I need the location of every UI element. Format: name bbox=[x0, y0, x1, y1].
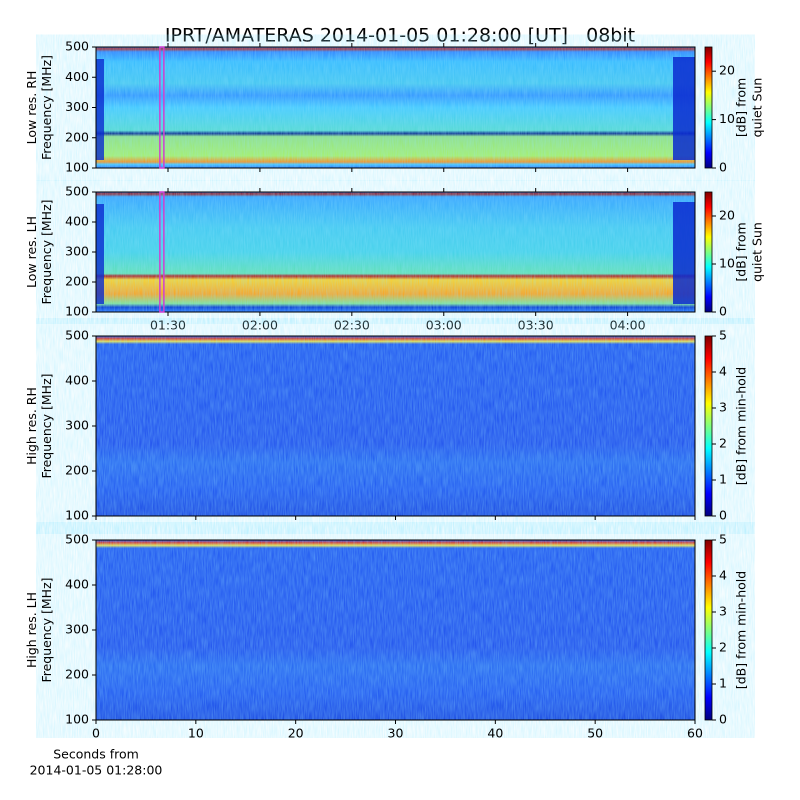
spectrogram-noise bbox=[96, 192, 695, 312]
x-tick-label: 03:00 bbox=[426, 318, 462, 333]
y-axis-label: Low res. RH bbox=[24, 71, 39, 145]
colorbar bbox=[704, 46, 713, 169]
y-tick-label: 200 bbox=[65, 129, 89, 144]
x-tick-label: 01:30 bbox=[150, 318, 186, 333]
x-tick-label: 10 bbox=[188, 726, 204, 741]
colorbar-tick-label: 0 bbox=[719, 508, 727, 523]
chart-title: IPRT/AMATERAS 2014-01-05 01:28:00 [UT] 0… bbox=[165, 25, 635, 47]
colorbar-tick-label: 1 bbox=[719, 472, 727, 487]
y-axis-label: High res. RH bbox=[24, 387, 39, 465]
no-data-strip bbox=[673, 57, 695, 160]
y-tick-label: 400 bbox=[65, 214, 89, 229]
y-axis-label: Frequency [MHz] bbox=[39, 199, 54, 304]
colorbar-label: quiet Sun bbox=[750, 78, 765, 138]
colorbar-tick-label: 10 bbox=[719, 111, 735, 126]
y-tick-label: 400 bbox=[65, 577, 89, 592]
colorbar-label: [dB] from bbox=[734, 222, 749, 281]
time-marker bbox=[159, 191, 165, 313]
colorbar-tick-label: 0 bbox=[719, 712, 727, 727]
y-axis-label: Frequency [MHz] bbox=[39, 577, 54, 682]
colorbar-tick-label: 3 bbox=[719, 400, 727, 415]
colorbar-tick-label: 2 bbox=[719, 640, 727, 655]
x-tick-label: 20 bbox=[288, 726, 304, 741]
y-tick-label: 300 bbox=[65, 418, 89, 433]
colorbar-tick-label: 0 bbox=[719, 160, 727, 175]
no-data-strip bbox=[96, 59, 104, 160]
x-tick-label: 04:00 bbox=[610, 318, 646, 333]
colorbar-label: [dB] from bbox=[734, 78, 749, 137]
no-data-strip bbox=[96, 204, 104, 304]
y-tick-label: 400 bbox=[65, 373, 89, 388]
y-tick-label: 200 bbox=[65, 463, 89, 478]
colorbar-tick-label: 20 bbox=[719, 63, 735, 78]
colorbar-tick-label: 20 bbox=[719, 208, 735, 223]
spectrogram-noise bbox=[96, 336, 695, 516]
colorbar-label: [dB] from min-hold bbox=[734, 571, 749, 689]
y-tick-label: 100 bbox=[65, 304, 89, 319]
x-tick-label: 0 bbox=[92, 726, 100, 741]
x-axis-label: Seconds from bbox=[53, 747, 139, 762]
y-tick-label: 400 bbox=[65, 69, 89, 84]
colorbar-tick-label: 0 bbox=[719, 304, 727, 319]
spectrogram-noise bbox=[96, 540, 695, 720]
y-tick-label: 300 bbox=[65, 99, 89, 114]
y-axis-label: High res. LH bbox=[24, 592, 39, 668]
colorbar-tick-label: 10 bbox=[719, 256, 735, 271]
colorbar-tick-label: 3 bbox=[719, 604, 727, 619]
colorbar-tick-label: 1 bbox=[719, 676, 727, 691]
x-tick-label: 02:30 bbox=[334, 318, 370, 333]
colorbar bbox=[704, 539, 713, 721]
y-tick-label: 100 bbox=[65, 712, 89, 727]
y-axis-label: Frequency [MHz] bbox=[39, 373, 54, 478]
colorbar-label: quiet Sun bbox=[750, 222, 765, 282]
y-tick-label: 500 bbox=[65, 184, 89, 199]
x-tick-label: 30 bbox=[388, 726, 404, 741]
colorbar-tick-label: 4 bbox=[719, 568, 727, 583]
y-tick-label: 200 bbox=[65, 274, 89, 289]
y-tick-label: 500 bbox=[65, 39, 89, 54]
colorbar-label: [dB] from min-hold bbox=[734, 367, 749, 485]
y-tick-label: 300 bbox=[65, 622, 89, 637]
x-axis-label: 2014-01-05 01:28:00 bbox=[30, 763, 163, 778]
colorbar-tick-label: 5 bbox=[719, 328, 727, 343]
colorbar-tick-label: 2 bbox=[719, 436, 727, 451]
x-tick-label: 60 bbox=[687, 726, 703, 741]
x-tick-label: 50 bbox=[587, 726, 603, 741]
y-tick-label: 100 bbox=[65, 160, 89, 175]
x-tick-label: 03:30 bbox=[518, 318, 554, 333]
y-tick-label: 500 bbox=[65, 328, 89, 343]
y-axis-label: Frequency [MHz] bbox=[39, 55, 54, 160]
colorbar-tick-label: 5 bbox=[719, 532, 727, 547]
x-tick-label: 02:00 bbox=[242, 318, 278, 333]
y-tick-label: 100 bbox=[65, 508, 89, 523]
y-axis-label: Low res. LH bbox=[24, 216, 39, 288]
colorbar bbox=[704, 335, 713, 517]
colorbar bbox=[704, 191, 713, 313]
spectrogram-noise bbox=[96, 47, 695, 168]
x-tick-label: 40 bbox=[487, 726, 503, 741]
y-tick-label: 200 bbox=[65, 667, 89, 682]
no-data-strip bbox=[673, 202, 695, 304]
time-marker bbox=[159, 46, 165, 169]
colorbar-tick-label: 4 bbox=[719, 364, 727, 379]
y-tick-label: 300 bbox=[65, 244, 89, 259]
y-tick-label: 500 bbox=[65, 532, 89, 547]
